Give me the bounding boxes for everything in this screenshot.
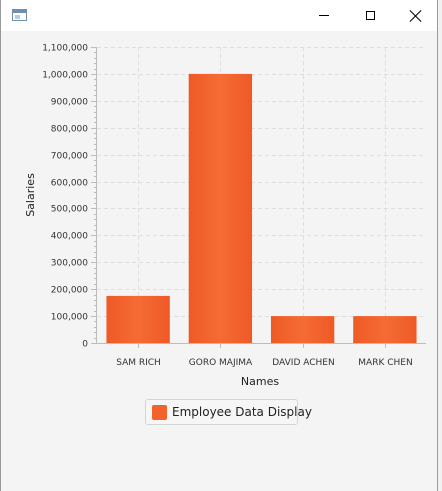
bar-chart: 0 100,000 200,000 300,000 400,000 500,000 600,… [24, 44, 426, 388]
window-icon [12, 9, 27, 21]
legend-label: Employee Data Display [172, 405, 312, 419]
title-bar [1, 0, 437, 31]
maximize-icon [365, 11, 375, 20]
x-tick-label: GORO MAJIMA [189, 358, 253, 368]
legend-swatch [152, 405, 167, 420]
x-tick-label: DAVID ACHEN [272, 358, 334, 368]
chart-legend: Employee Data Display [145, 399, 312, 425]
minimize-icon [319, 15, 329, 16]
y-tick-label: 600,000 [51, 179, 88, 189]
y-tick-label: 900,000 [51, 98, 88, 108]
x-tick-label: SAM RICH [116, 358, 161, 368]
y-tick-label: 200,000 [51, 286, 88, 296]
y-tick-label: 300,000 [51, 259, 88, 269]
x-axis: SAM RICH GORO MAJIMA DAVID ACHEN MARK CHEN [97, 343, 426, 368]
y-tick-label: 100,000 [51, 313, 88, 323]
maximize-button[interactable] [347, 0, 393, 31]
bar [188, 73, 253, 343]
y-tick-label: 0 [82, 340, 88, 350]
y-tick-label: 1,100,000 [42, 44, 88, 54]
y-tick-label: 400,000 [51, 232, 88, 242]
y-axis-label: Salaries [24, 173, 37, 217]
y-tick-label: 800,000 [51, 125, 88, 135]
bar [353, 316, 417, 343]
chart-bars [106, 73, 417, 343]
bar [106, 295, 170, 343]
y-axis: 0 100,000 200,000 300,000 400,000 500,000 600,… [42, 44, 97, 350]
bar [270, 316, 335, 343]
minimize-button[interactable] [301, 0, 347, 31]
x-axis-label: Names [241, 375, 279, 388]
y-tick-label: 700,000 [51, 152, 88, 162]
x-tick-label: MARK CHEN [358, 358, 412, 368]
y-tick-label: 500,000 [51, 205, 88, 215]
y-tick-label: 1,000,000 [42, 71, 88, 81]
